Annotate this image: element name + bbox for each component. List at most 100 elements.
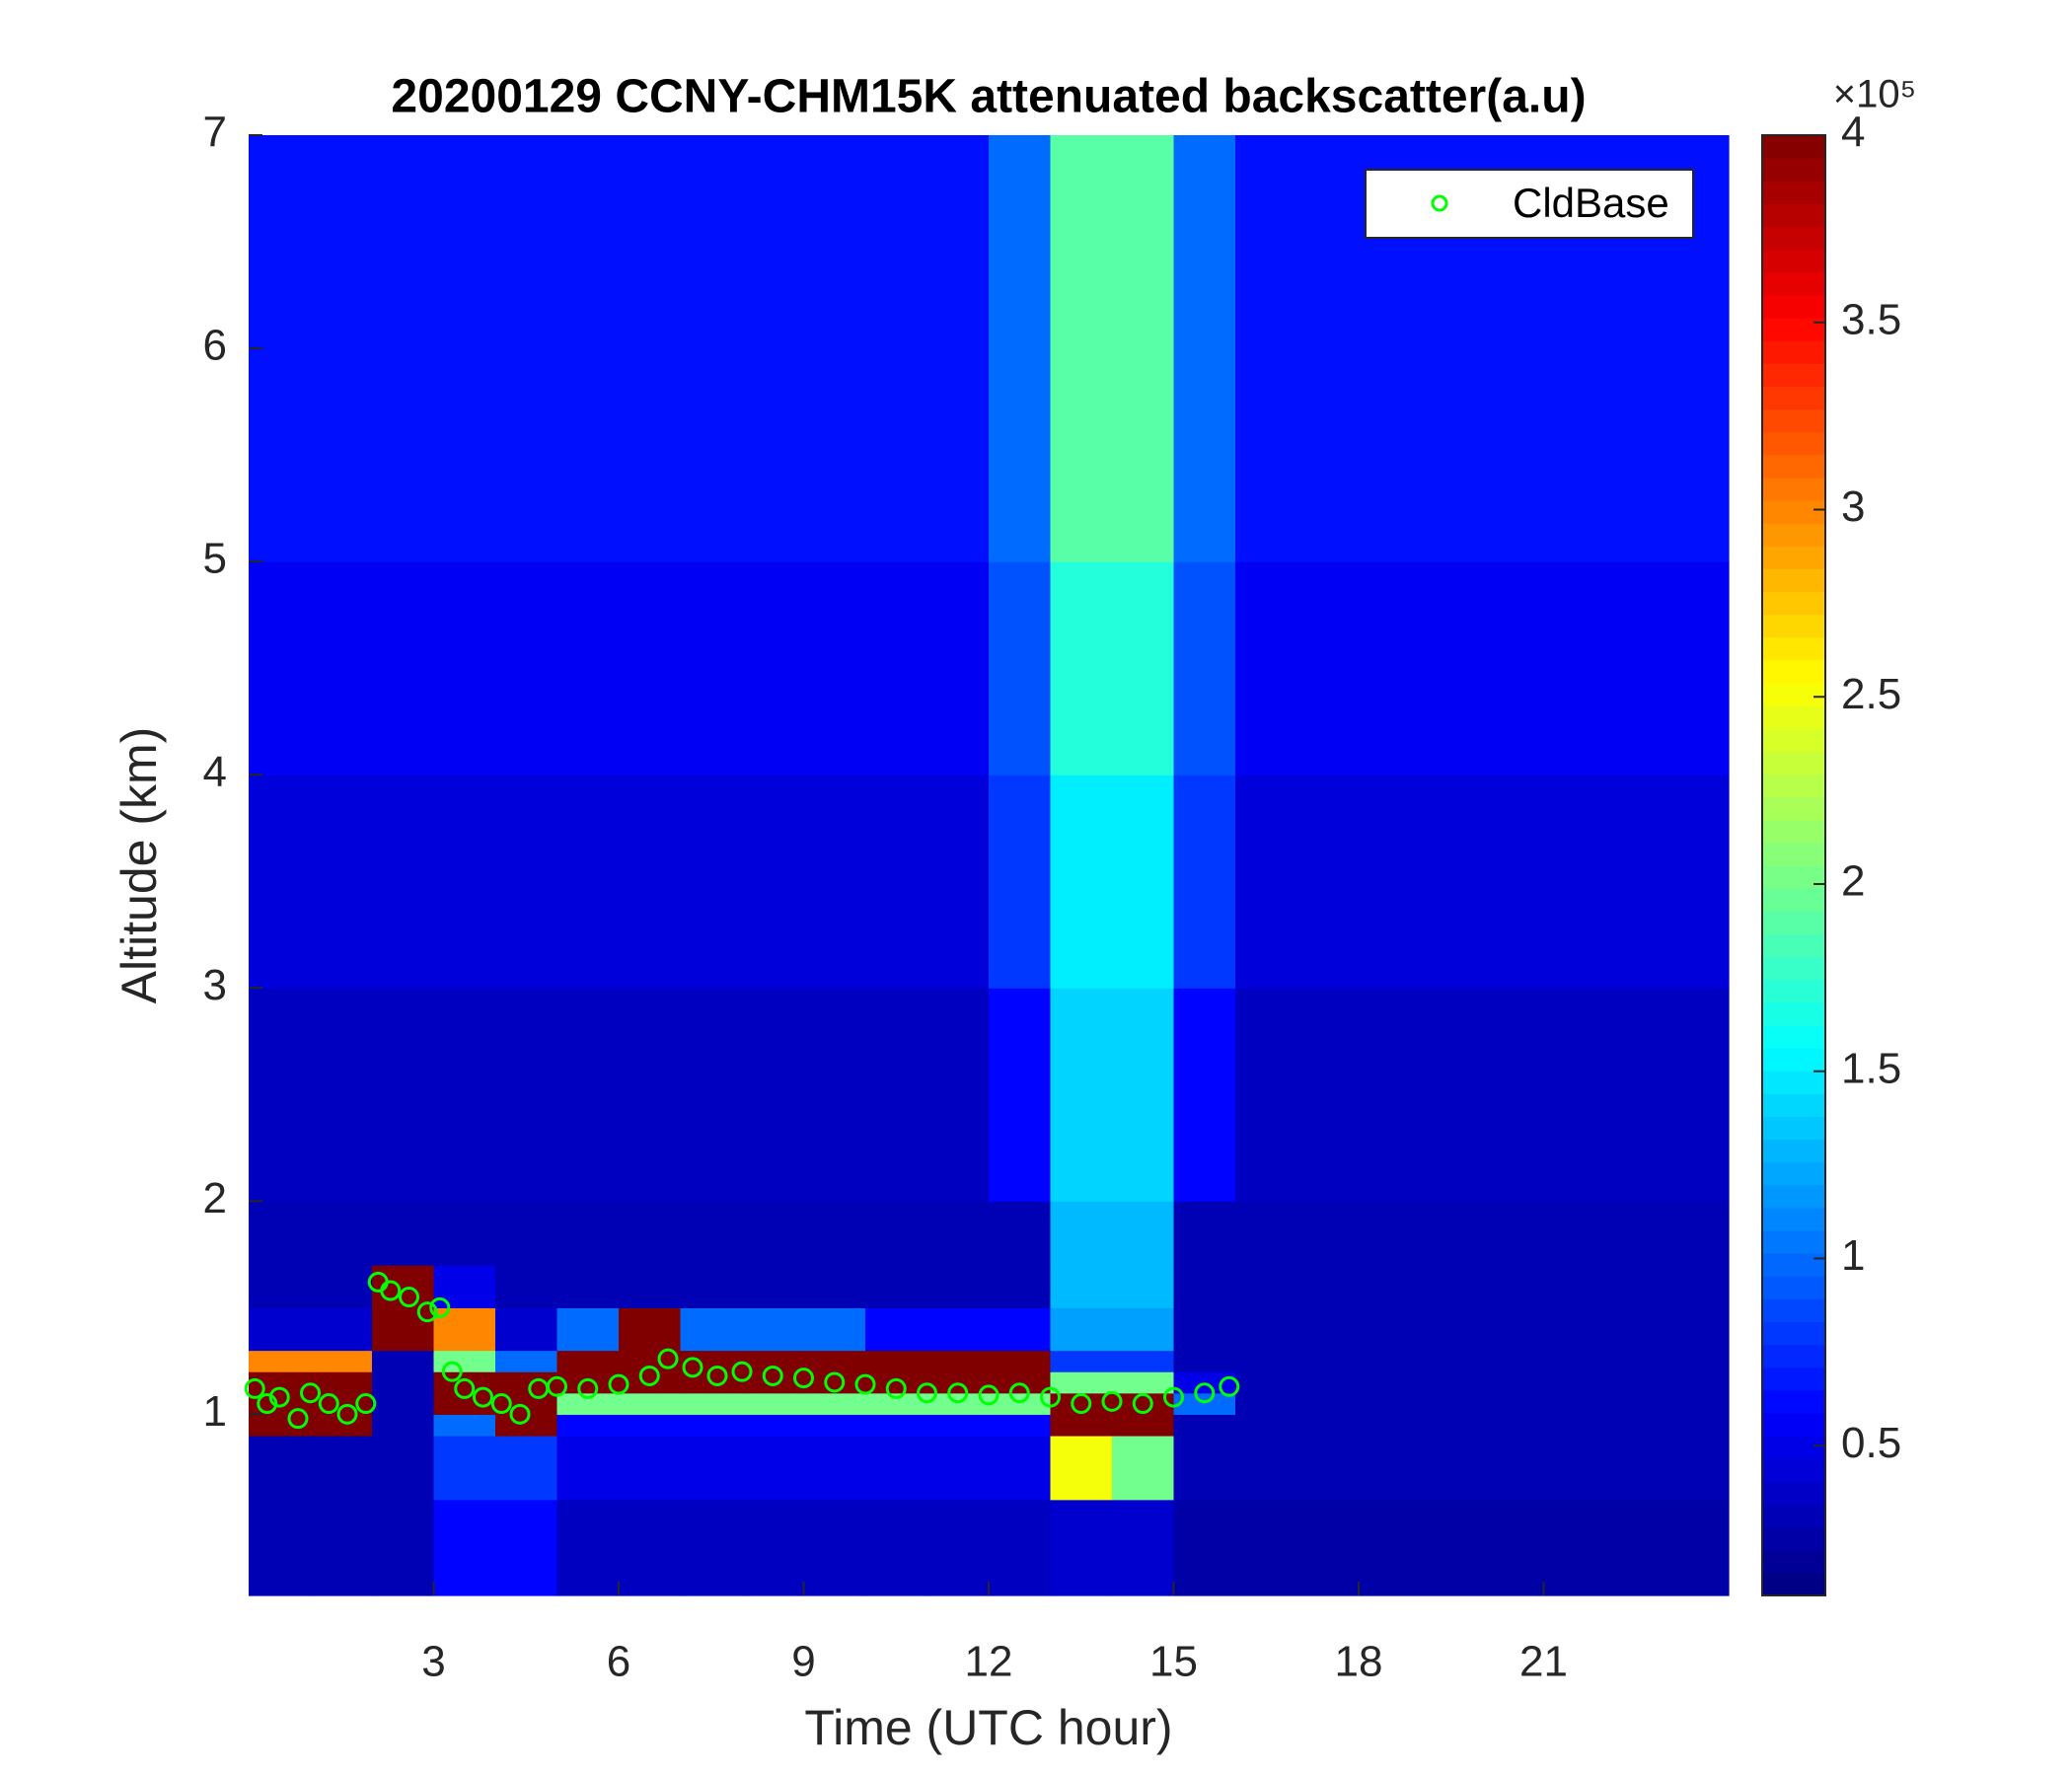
heat-cell xyxy=(1482,1414,1545,1437)
heat-cell xyxy=(1173,1435,1236,1501)
heat-cell xyxy=(926,1350,990,1372)
colorbar-tick-label: 1 xyxy=(1841,1231,1865,1280)
colorbar-swatch xyxy=(1762,1436,1825,1459)
heat-cell xyxy=(556,1265,620,1308)
heat-cell xyxy=(1112,1392,1175,1415)
heat-cell xyxy=(1112,561,1175,776)
heat-cell xyxy=(619,135,682,562)
heat-cell xyxy=(372,1307,435,1352)
scatter-point xyxy=(657,1348,679,1369)
heat-cell xyxy=(433,775,496,989)
heat-cell xyxy=(310,775,373,989)
heat-cell xyxy=(1420,1350,1483,1372)
heat-cell xyxy=(680,1307,743,1352)
heat-cell xyxy=(1666,988,1730,1202)
heat-cell xyxy=(1543,1201,1606,1266)
colorbar-swatch xyxy=(1762,249,1825,273)
heat-cell xyxy=(1235,1265,1298,1308)
heat-cell xyxy=(372,1435,435,1501)
heat-cell xyxy=(1605,1307,1668,1352)
heat-cell xyxy=(495,1499,558,1596)
heat-cell xyxy=(1359,1350,1422,1372)
heat-cell xyxy=(372,1371,435,1394)
colorbar-swatch xyxy=(1762,135,1825,159)
heat-cell xyxy=(1050,1371,1113,1394)
colorbar-swatch xyxy=(1762,1526,1825,1551)
colorbar-tick-label: 2 xyxy=(1841,857,1865,906)
heat-cell xyxy=(680,1265,743,1308)
heat-cell xyxy=(1666,1435,1730,1501)
heat-cell xyxy=(680,1392,743,1415)
heat-cell xyxy=(1482,561,1545,776)
heat-cell xyxy=(433,135,496,562)
heat-cell xyxy=(433,1350,496,1372)
heat-cell xyxy=(433,988,496,1202)
heat-cell xyxy=(1482,1371,1545,1394)
colorbar-swatch xyxy=(1762,728,1825,752)
heat-cell xyxy=(495,1371,558,1394)
heat-cell xyxy=(989,1371,1052,1394)
heat-cell xyxy=(1605,1350,1668,1372)
scatter-point xyxy=(854,1373,876,1395)
heat-cell xyxy=(1482,988,1545,1202)
x-tick-label: 9 xyxy=(791,1638,815,1686)
scatter-point xyxy=(793,1368,814,1389)
heat-cell xyxy=(1296,988,1360,1202)
heat-cell xyxy=(865,775,928,989)
heat-cell xyxy=(680,135,743,562)
heat-cell xyxy=(1173,1307,1236,1352)
heat-cell xyxy=(1112,1499,1175,1596)
heat-cell xyxy=(372,561,435,776)
heat-cell xyxy=(742,775,805,989)
heat-cell xyxy=(1050,1435,1113,1501)
heat-cell xyxy=(865,1414,928,1437)
heat-cell xyxy=(1296,561,1360,776)
heat-cell xyxy=(742,1265,805,1308)
heat-cell xyxy=(1359,988,1422,1202)
heat-cell xyxy=(742,1392,805,1415)
colorbar-swatch xyxy=(1762,865,1825,889)
heat-cell xyxy=(680,1414,743,1437)
heat-cell xyxy=(1666,1307,1730,1352)
scatter-point xyxy=(429,1296,451,1318)
heat-cell xyxy=(1235,775,1298,989)
heat-cell xyxy=(1666,1371,1730,1394)
colorbar-swatch xyxy=(1762,1549,1825,1574)
colorbar-swatch xyxy=(1762,1230,1825,1254)
scatter-point xyxy=(355,1393,377,1415)
heat-cell xyxy=(803,135,866,562)
colorbar-swatch xyxy=(1762,386,1825,410)
heat-cell xyxy=(1543,1371,1606,1394)
colorbar-swatch xyxy=(1762,477,1825,501)
colorbar-swatch xyxy=(1762,1276,1825,1299)
scatter-point xyxy=(1008,1382,1030,1404)
heat-cell xyxy=(926,1414,990,1437)
heat-cell xyxy=(1605,561,1668,776)
heat-cell xyxy=(1543,775,1606,989)
colorbar-swatch xyxy=(1762,1321,1825,1346)
heat-cell xyxy=(1173,1265,1236,1308)
scatter-point xyxy=(762,1365,783,1386)
colorbar-swatch xyxy=(1762,454,1825,479)
heat-cell xyxy=(803,1371,866,1394)
heat-cell xyxy=(926,1392,990,1415)
colorbar-swatch xyxy=(1762,1367,1825,1391)
heat-cell xyxy=(1359,1499,1422,1596)
heat-cell xyxy=(1296,1392,1360,1415)
y-axis-label: Altitude (km) xyxy=(111,727,167,1004)
heat-cell xyxy=(926,1499,990,1596)
heat-cell xyxy=(926,561,990,776)
colorbar-swatch xyxy=(1762,933,1825,958)
heat-cell xyxy=(989,135,1052,562)
heat-cell xyxy=(249,775,312,989)
colorbar-multiplier: ×10⁵ xyxy=(1833,73,1916,116)
heat-cell xyxy=(1359,1392,1422,1415)
heat-cell xyxy=(310,1435,373,1501)
heat-cell xyxy=(1235,1350,1298,1372)
heat-cell xyxy=(1666,775,1730,989)
heat-cell xyxy=(742,1201,805,1266)
heat-cell xyxy=(1173,1392,1236,1415)
heat-cell xyxy=(249,1265,312,1308)
heat-cell xyxy=(1173,775,1236,989)
colorbar-swatch xyxy=(1762,796,1825,821)
